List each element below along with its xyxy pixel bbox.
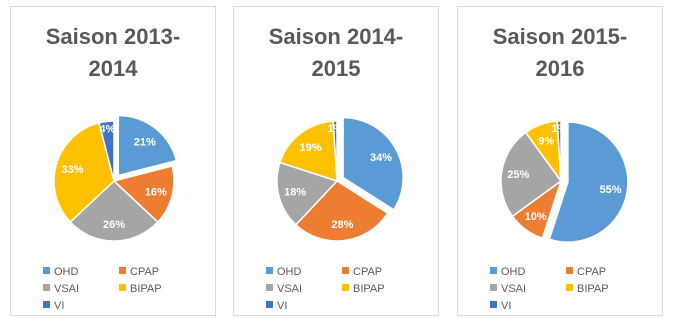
- chart-panel: Saison 2015-2016 55% 10% 25% 9% 1% OHD CPAP VSAI…: [457, 6, 663, 316]
- legend-swatch: [266, 284, 273, 291]
- chart: 34% 28% 18% 19% 1% OHD CPAP VSAI BIPAP VI: [266, 116, 404, 312]
- data-label: 16%: [145, 187, 167, 199]
- chart-title: Saison 2015-2016: [492, 24, 628, 81]
- legend-label: VSAI: [54, 283, 79, 295]
- legend-label: OHD: [277, 266, 302, 278]
- data-label: 1%: [551, 123, 567, 135]
- data-label: 10%: [525, 211, 547, 223]
- legend-swatch: [266, 267, 273, 274]
- legend-label: BIPAP: [577, 283, 609, 295]
- legend-swatch: [566, 284, 573, 291]
- data-label: 55%: [600, 184, 622, 196]
- data-label: 26%: [103, 219, 125, 231]
- pie-slice: [548, 121, 629, 243]
- legend-label: CPAP: [577, 266, 606, 278]
- legend-swatch: [119, 267, 126, 274]
- legend-label: VI: [54, 300, 64, 312]
- legend-swatch: [43, 267, 50, 274]
- pie-slice: [98, 120, 115, 182]
- legend-swatch: [266, 301, 273, 308]
- data-label: 34%: [370, 152, 392, 164]
- pie-slice: [276, 161, 339, 226]
- pie-slice: [556, 120, 562, 182]
- data-label: 18%: [284, 187, 306, 199]
- data-label: 19%: [300, 142, 322, 154]
- legend-label: VI: [501, 300, 511, 312]
- chart-panel: Saison 2014-2015 34% 28% 18% 19% 1% OHD CPAP VSA…: [233, 6, 439, 316]
- legend-swatch: [43, 284, 50, 291]
- pie-slice: [112, 165, 175, 224]
- legend-label: CPAP: [130, 266, 159, 278]
- legend-label: OHD: [501, 266, 526, 278]
- legend-swatch: [342, 284, 349, 291]
- legend-swatch: [490, 267, 497, 274]
- data-label: 21%: [134, 136, 156, 148]
- data-label: 9%: [538, 135, 554, 147]
- legend-label: OHD: [54, 266, 79, 278]
- legend-swatch: [119, 284, 126, 291]
- legend-swatch: [490, 301, 497, 308]
- chart-title: Saison 2014-2015: [268, 24, 404, 81]
- pie-slice: [342, 116, 404, 211]
- legend-label: BIPAP: [353, 283, 385, 295]
- legend-label: VSAI: [277, 283, 302, 295]
- data-label: 1%: [327, 123, 343, 135]
- legend-swatch: [43, 301, 50, 308]
- chart: 55% 10% 25% 9%1% OHD CPAP VSAI BIPAP VI: [490, 120, 629, 312]
- pie-slice: [332, 120, 338, 182]
- legend-label: BIPAP: [130, 283, 162, 295]
- pie-slice: [278, 120, 338, 183]
- pie-slice: [117, 114, 178, 177]
- legend-swatch: [566, 267, 573, 274]
- data-label: 25%: [507, 169, 529, 181]
- legend-label: VI: [277, 300, 287, 312]
- chart-panel: Saison 2013-2014 21% 16% 26% 33% 4% OHD CPAP VSA…: [10, 6, 216, 316]
- pie-slice: [500, 131, 563, 218]
- data-label: 28%: [331, 219, 353, 231]
- pie-slice: [69, 179, 159, 242]
- pie-slice: [53, 121, 115, 224]
- data-label: 33%: [61, 164, 83, 176]
- legend-swatch: [490, 284, 497, 291]
- chart: 21% 16% 26% 33% 4% OHD CPAP VSAI BIPAP VI: [43, 114, 178, 312]
- legend-label: VSAI: [501, 283, 526, 295]
- legend-swatch: [342, 267, 349, 274]
- data-label: 4%: [99, 124, 115, 136]
- chart-title: Saison 2013-2014: [45, 24, 181, 81]
- legend-label: CPAP: [353, 266, 382, 278]
- pie-slice: [294, 180, 389, 242]
